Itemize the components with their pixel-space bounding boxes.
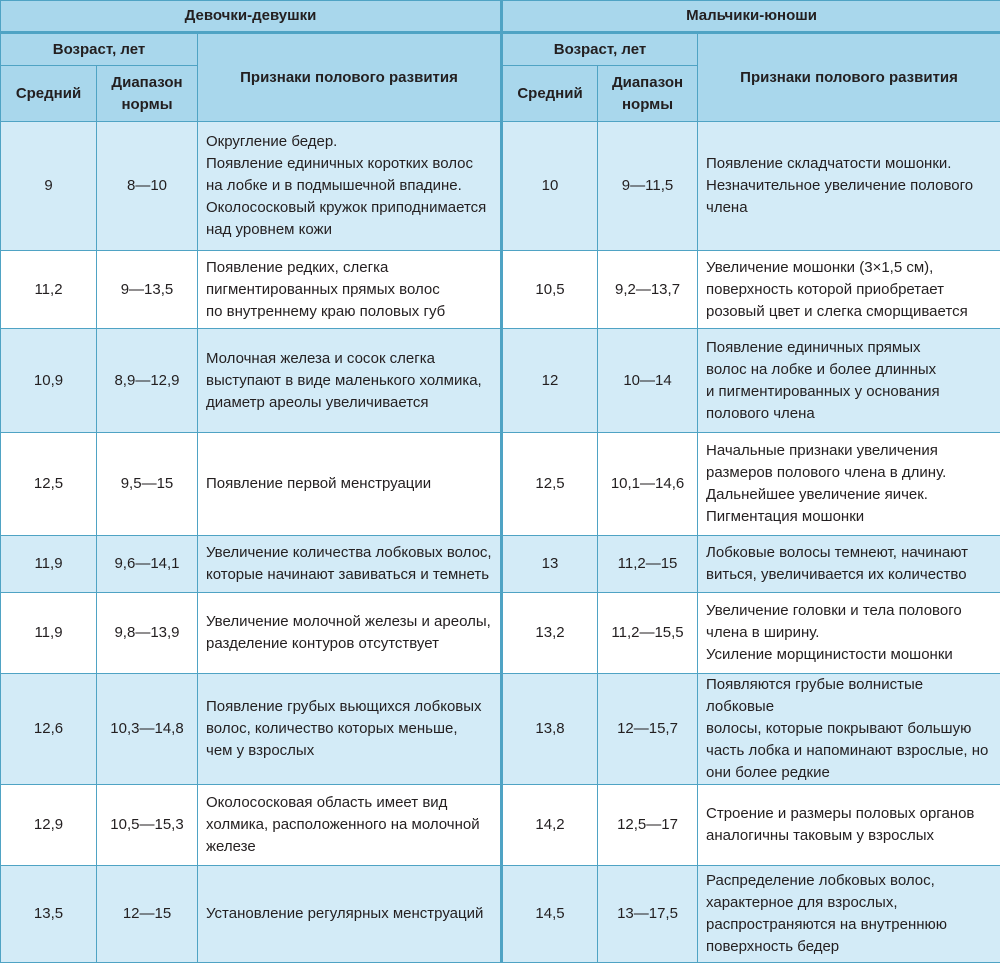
header-age-girls: Возраст, лет <box>1 33 198 66</box>
girls-range-cell: 12—15 <box>97 866 198 963</box>
header-avg-boys: Средний <box>502 66 598 122</box>
boys-signs-cell: Увеличение мошонки (3×1,5 см), поверхнос… <box>698 251 1000 329</box>
girls-range-cell: 8,9—12,9 <box>97 329 198 433</box>
girls-average-cell: 12,6 <box>1 674 97 785</box>
boys-signs-cell: Появление единичных прямых волос на лобк… <box>698 329 1000 433</box>
boys-signs-cell: Начальные признаки увеличения размеров п… <box>698 433 1000 536</box>
girls-signs-cell: Увеличение количества лобковых волос, ко… <box>198 536 502 593</box>
header-signs-boys: Признаки полового развития <box>698 33 1000 122</box>
boys-average-cell: 14,2 <box>502 785 598 866</box>
boys-signs-cell: Лобковые волосы темнеют, начинают виться… <box>698 536 1000 593</box>
girls-signs-cell: Околососковая область имеет вид холмика,… <box>198 785 502 866</box>
boys-signs-cell: Появление складчатости мошонки. Незначит… <box>698 122 1000 251</box>
boys-range-cell: 9,2—13,7 <box>598 251 698 329</box>
header-boys: Мальчики-юноши <box>502 1 1000 33</box>
boys-range-cell: 11,2—15,5 <box>598 593 698 674</box>
header-range-boys: Диапазон нормы <box>598 66 698 122</box>
boys-average-cell: 12,5 <box>502 433 598 536</box>
girls-average-cell: 9 <box>1 122 97 251</box>
boys-signs-cell: Распределение лобковых волос, характерно… <box>698 866 1000 963</box>
girls-average-cell: 12,5 <box>1 433 97 536</box>
girls-average-cell: 11,9 <box>1 536 97 593</box>
boys-average-cell: 13,2 <box>502 593 598 674</box>
girls-range-cell: 8—10 <box>97 122 198 251</box>
girls-range-cell: 9—13,5 <box>97 251 198 329</box>
girls-signs-cell: Появление первой менструации <box>198 433 502 536</box>
header-girls: Девочки-девушки <box>1 1 502 33</box>
girls-range-cell: 10,5—15,3 <box>97 785 198 866</box>
boys-signs-cell: Появляются грубые волнистые лобковые вол… <box>698 674 1000 785</box>
girls-signs-cell: Установление регулярных менструаций <box>198 866 502 963</box>
girls-range-cell: 9,8—13,9 <box>97 593 198 674</box>
boys-average-cell: 10 <box>502 122 598 251</box>
boys-range-cell: 12,5—17 <box>598 785 698 866</box>
girls-average-cell: 13,5 <box>1 866 97 963</box>
boys-range-cell: 12—15,7 <box>598 674 698 785</box>
girls-average-cell: 12,9 <box>1 785 97 866</box>
girls-signs-cell: Появление редких, слегка пигментированны… <box>198 251 502 329</box>
boys-average-cell: 10,5 <box>502 251 598 329</box>
girls-average-cell: 11,9 <box>1 593 97 674</box>
boys-average-cell: 12 <box>502 329 598 433</box>
girls-average-cell: 11,2 <box>1 251 97 329</box>
girls-signs-cell: Молочная железа и сосок слегка выступают… <box>198 329 502 433</box>
boys-average-cell: 13 <box>502 536 598 593</box>
boys-range-cell: 13—17,5 <box>598 866 698 963</box>
girls-signs-cell: Появление грубых вьющихся лобковых волос… <box>198 674 502 785</box>
boys-range-cell: 10,1—14,6 <box>598 433 698 536</box>
header-avg-girls: Средний <box>1 66 97 122</box>
header-age-boys: Возраст, лет <box>502 33 698 66</box>
boys-range-cell: 11,2—15 <box>598 536 698 593</box>
boys-average-cell: 14,5 <box>502 866 598 963</box>
girls-range-cell: 9,6—14,1 <box>97 536 198 593</box>
boys-signs-cell: Увеличение головки и тела полового члена… <box>698 593 1000 674</box>
boys-average-cell: 13,8 <box>502 674 598 785</box>
boys-signs-cell: Строение и размеры половых органов анало… <box>698 785 1000 866</box>
girls-range-cell: 10,3—14,8 <box>97 674 198 785</box>
girls-signs-cell: Округление бедер. Появление единичных ко… <box>198 122 502 251</box>
boys-range-cell: 10—14 <box>598 329 698 433</box>
girls-range-cell: 9,5—15 <box>97 433 198 536</box>
header-signs-girls: Признаки полового развития <box>198 33 502 122</box>
girls-signs-cell: Увеличение молочной железы и ареолы, раз… <box>198 593 502 674</box>
boys-range-cell: 9—11,5 <box>598 122 698 251</box>
girls-average-cell: 10,9 <box>1 329 97 433</box>
header-range-girls: Диапазон нормы <box>97 66 198 122</box>
